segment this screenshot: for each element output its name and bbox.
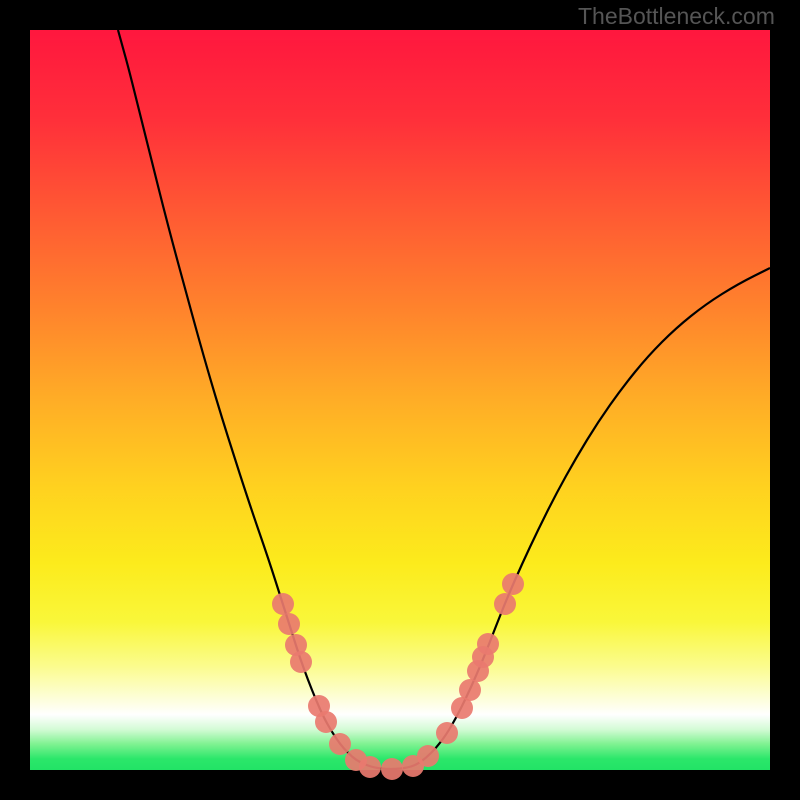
data-marker — [494, 593, 516, 615]
bottleneck-chart — [0, 0, 800, 800]
data-marker — [477, 633, 499, 655]
data-marker — [290, 651, 312, 673]
data-marker — [315, 711, 337, 733]
watermark-text: TheBottleneck.com — [578, 3, 775, 30]
data-marker — [359, 756, 381, 778]
data-marker — [329, 733, 351, 755]
plot-background — [30, 30, 770, 770]
data-marker — [417, 745, 439, 767]
data-marker — [272, 593, 294, 615]
data-marker — [381, 758, 403, 780]
data-marker — [459, 679, 481, 701]
data-marker — [502, 573, 524, 595]
data-marker — [278, 613, 300, 635]
data-marker — [436, 722, 458, 744]
